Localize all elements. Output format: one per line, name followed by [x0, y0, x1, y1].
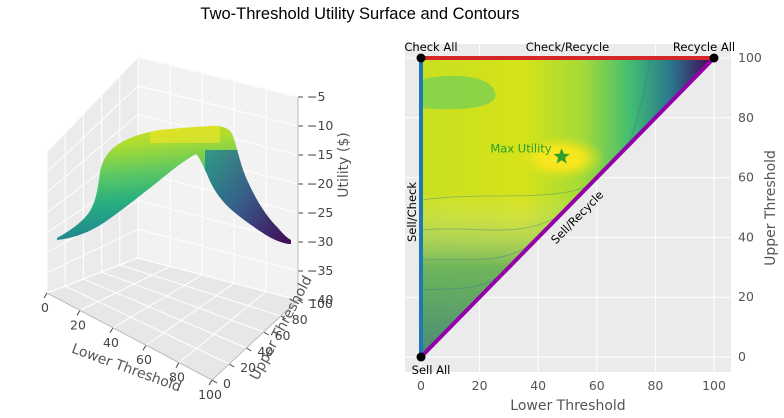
corner-label: Check All	[404, 40, 457, 54]
corner-label: Recycle All	[673, 40, 735, 54]
corner-marker	[709, 53, 719, 63]
tick-label-y: 80	[292, 312, 308, 327]
tick-label-x: 20	[472, 378, 488, 393]
edge-label-sell-check: Sell/Check	[405, 182, 419, 242]
tick-y	[263, 331, 269, 336]
surface-plot-3d: 020406080100020406080100−5−10−15−20−25−3…	[41, 55, 352, 402]
tick-label-z: −10	[307, 118, 333, 133]
tick-label-z: −5	[307, 89, 325, 104]
tick-label-y: 60	[275, 328, 291, 343]
tick-label-y: 40	[738, 229, 754, 244]
tick-label-x: 60	[589, 378, 605, 393]
tick-label-z: −15	[307, 147, 333, 162]
axis-line-x	[46, 292, 213, 381]
tick-label-y: 100	[309, 296, 333, 311]
max-utility-label: Max Utility	[490, 142, 551, 156]
axes-2d: 0 20 40 60 80 100 0 20 40 60 80 100 Lower Threshold U…	[417, 50, 779, 414]
tick-label-z: −35	[307, 263, 333, 278]
tick-label-x: 20	[70, 317, 86, 332]
tick-label-z: −25	[307, 205, 333, 220]
corner-marker	[416, 53, 426, 63]
tick-label-y: 60	[738, 170, 754, 185]
grid-line-z	[46, 56, 299, 153]
tick-label-y: 20	[240, 360, 256, 375]
grid-line-z	[46, 85, 299, 173]
tick-label-z: −30	[307, 234, 333, 249]
figure-title: Two-Threshold Utility Surface and Contou…	[200, 5, 520, 23]
tick-label-x: 100	[702, 378, 726, 393]
tick-label-x: 40	[530, 378, 546, 393]
y-axis-label: Upper Threshold	[763, 150, 779, 266]
tick-y	[211, 379, 218, 384]
tick-label-x: 40	[103, 335, 119, 350]
tick-label-z: −20	[307, 176, 333, 191]
x-axis-label: Lower Threshold	[510, 398, 625, 414]
tick-y	[280, 315, 287, 320]
tick-label-x: 0	[417, 378, 425, 393]
tick-label-x: 100	[198, 387, 222, 402]
tick-label-x: 60	[136, 352, 152, 367]
axis-line-y	[211, 299, 299, 381]
grid-line-z	[46, 257, 299, 301]
tick-label-z: −40	[307, 292, 333, 307]
tick-x	[175, 362, 180, 368]
grid-line-z	[46, 113, 299, 193]
corner-marker	[416, 352, 426, 362]
tick-label-y: 0	[223, 376, 231, 391]
tick-x	[76, 310, 81, 316]
tick-label-y: 100	[738, 50, 762, 65]
tick-y	[228, 363, 235, 368]
tick-x	[142, 344, 147, 351]
tick-label-x: 80	[647, 378, 663, 393]
tick-label-y: 20	[738, 289, 754, 304]
tick-label-y: 40	[257, 344, 273, 359]
corner-label: Sell All	[412, 363, 451, 377]
z-axis-label: Utility ($)	[336, 132, 352, 197]
tick-x	[109, 327, 114, 334]
tick-label-x: 0	[41, 300, 49, 315]
edge-line	[419, 56, 716, 359]
edge-label-check-recycle: Check/Recycle	[526, 40, 610, 54]
tick-label-y: 0	[738, 349, 746, 364]
tick-label-x: 80	[169, 370, 185, 385]
tick-x	[43, 292, 48, 299]
max-utility-star	[553, 148, 570, 164]
tick-label-y: 80	[738, 110, 754, 125]
tick-x	[208, 379, 213, 386]
tick-y	[246, 347, 252, 352]
grid-line-z	[46, 228, 299, 274]
